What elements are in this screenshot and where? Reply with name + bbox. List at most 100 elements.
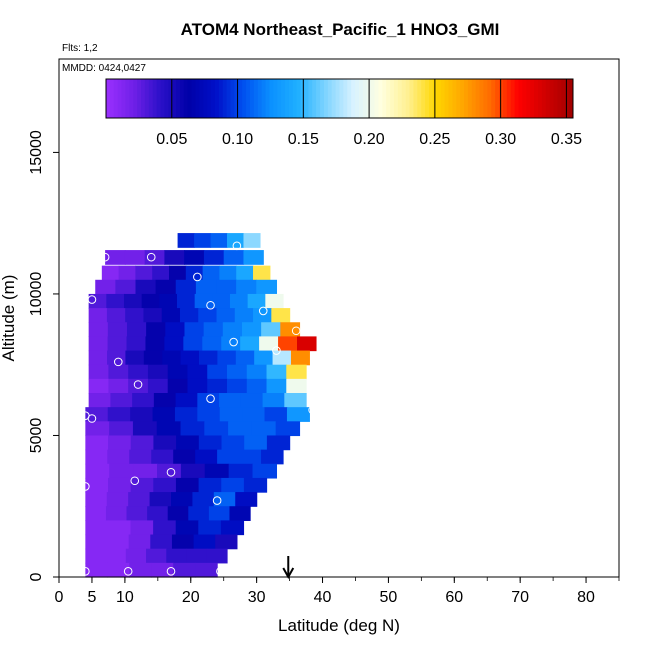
observation-point: [166, 467, 176, 477]
colorbar-segment: [296, 79, 302, 118]
colorbar-segment: [285, 79, 290, 118]
colorbar-tick-label: 0.05: [156, 131, 187, 148]
heatmap-cell: [193, 534, 216, 550]
heatmap-cell: [221, 435, 245, 451]
colorbar-segment: [179, 79, 185, 118]
heatmap-cell: [179, 308, 199, 323]
heatmap-cell: [128, 364, 149, 380]
heatmap-cell: [101, 265, 120, 281]
heatmap-cell: [166, 548, 188, 564]
observation-point: [216, 567, 225, 576]
observation-points: [81, 241, 317, 576]
heatmap-cell: [266, 435, 291, 451]
colorbar-segment: [211, 79, 216, 118]
heatmap-cell: [153, 520, 177, 536]
heatmap-cell: [164, 336, 184, 352]
heatmap-cell: [203, 322, 224, 337]
colorbar-segment: [440, 79, 446, 118]
colorbar-segment: [331, 79, 337, 118]
colorbar-segment: [168, 79, 173, 118]
heatmap-cell: [85, 562, 108, 578]
heatmap-cell: [194, 233, 212, 248]
observation-point: [272, 346, 281, 355]
heatmap-cell: [85, 407, 109, 422]
colorbar-segment: [246, 79, 251, 118]
heatmap-cell: [107, 449, 130, 465]
colorbar-segment: [300, 79, 305, 118]
heatmap-cell: [243, 233, 261, 248]
heatmap-cell: [227, 378, 248, 394]
heatmap-cell: [259, 336, 279, 352]
heatmap-cell: [251, 421, 277, 437]
heatmap-cell: [216, 308, 236, 323]
heatmap-cell: [108, 477, 132, 493]
colorbar-segment: [304, 79, 309, 118]
heatmap-cell: [235, 492, 258, 507]
heatmap-cell: [130, 407, 154, 422]
heatmap-cell: [297, 336, 317, 352]
heatmap-cell: [223, 250, 245, 265]
y-tick-label: 15000: [28, 130, 45, 175]
heatmap-cell: [108, 364, 129, 380]
heatmap-cell: [174, 407, 198, 422]
colorbar-segment: [351, 79, 356, 118]
heatmap-cell: [265, 293, 284, 309]
colorbar-segment: [487, 79, 492, 118]
heatmap-cell: [175, 477, 200, 493]
colorbar-segment: [164, 79, 169, 118]
heatmap-cell: [207, 364, 228, 380]
heatmap-cell: [229, 293, 249, 309]
heatmap-cell: [262, 393, 285, 408]
heatmap-cell: [169, 265, 187, 281]
colorbar-segment: [436, 79, 442, 118]
observation-point: [193, 272, 202, 282]
colorbar-segment: [312, 79, 317, 118]
colorbar-segment: [191, 79, 197, 118]
heatmap-cell: [107, 520, 132, 536]
heatmap-cell: [195, 449, 218, 465]
colorbar-segment: [253, 79, 259, 118]
colorbar-segment: [557, 79, 562, 118]
heatmap-cells: [85, 233, 317, 578]
heatmap-cell: [143, 350, 163, 366]
y-tick-label: 5000: [28, 418, 45, 454]
heatmap-cell: [247, 293, 266, 309]
heatmap-cell: [221, 477, 245, 493]
colorbar-segment: [125, 79, 130, 118]
colorbar-segment: [386, 79, 391, 118]
x-tick-label: 10: [116, 589, 134, 606]
heatmap-cell: [126, 506, 148, 521]
heatmap-cell: [85, 477, 109, 493]
colorbar-segment: [199, 79, 204, 118]
colorbar-tick-label: 0.30: [485, 131, 516, 148]
heatmap-cell: [212, 293, 231, 309]
colorbar-segment: [242, 79, 247, 118]
x-tick-label: 60: [445, 589, 463, 606]
heatmap-cell: [280, 322, 301, 337]
heatmap-cell: [115, 279, 137, 295]
heatmap-cell: [254, 350, 274, 366]
colorbar-segment: [195, 79, 200, 118]
heatmap-cell: [88, 336, 109, 352]
observation-point: [206, 394, 215, 403]
heatmap-cell: [278, 336, 298, 352]
heatmap-cell: [199, 350, 218, 366]
observation-point: [232, 241, 242, 251]
colorbar-segment: [502, 79, 508, 118]
heatmap-cell: [256, 279, 278, 295]
colorbar-tick-label: 0.15: [288, 131, 319, 148]
heatmap-cell: [88, 308, 108, 323]
colorbar-segment: [160, 79, 165, 118]
heatmap-cell: [135, 279, 157, 295]
heatmap-cell: [152, 407, 176, 422]
heatmap-cell: [198, 520, 222, 536]
heatmap-cell: [290, 350, 310, 366]
colorbar-segment: [265, 79, 270, 118]
heatmap-cell: [161, 308, 181, 323]
colorbar-segment: [144, 79, 150, 118]
heatmap-cell: [204, 463, 230, 479]
colorbar-segment: [230, 79, 235, 118]
colorbar-segment: [358, 79, 364, 118]
heatmap-cell: [126, 336, 147, 352]
heatmap-cell: [220, 520, 245, 536]
